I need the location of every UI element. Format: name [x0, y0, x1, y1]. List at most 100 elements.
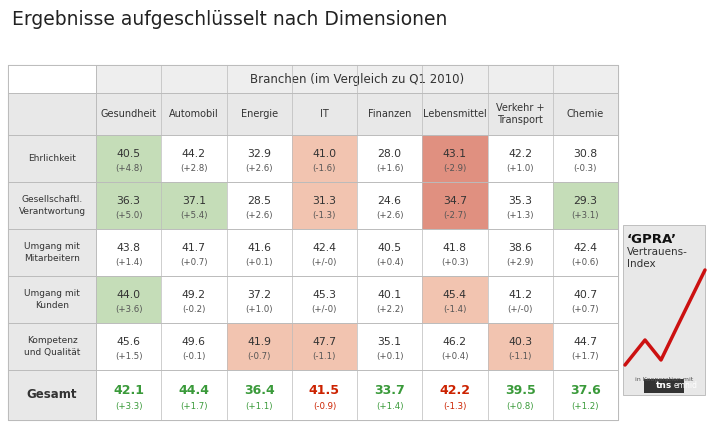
Text: 43.1: 43.1: [443, 149, 467, 159]
Text: 30.8: 30.8: [573, 149, 597, 159]
Bar: [422, 182, 488, 229]
Text: (+2.8): (+2.8): [180, 164, 207, 173]
Text: (+0.1): (+0.1): [246, 258, 273, 267]
Text: (-2.7): (-2.7): [443, 211, 466, 220]
Text: (+1.4): (+1.4): [376, 401, 403, 411]
Text: 44.2: 44.2: [182, 149, 206, 159]
Text: 40.5: 40.5: [116, 149, 141, 159]
Text: 34.7: 34.7: [443, 196, 467, 206]
Text: 47.7: 47.7: [312, 337, 337, 347]
Bar: [226, 323, 292, 370]
Text: Index: Index: [627, 259, 655, 269]
Text: (-0.3): (-0.3): [574, 164, 597, 173]
Text: 49.2: 49.2: [182, 290, 206, 300]
Text: 41.5: 41.5: [309, 384, 340, 397]
Bar: [292, 323, 357, 370]
Text: (+1.2): (+1.2): [572, 401, 599, 411]
Text: 41.9: 41.9: [247, 337, 271, 347]
Bar: [226, 182, 292, 229]
Text: 42.2: 42.2: [439, 384, 471, 397]
Text: 36.4: 36.4: [244, 384, 275, 397]
Bar: [292, 370, 357, 420]
Text: 42.4: 42.4: [574, 243, 597, 253]
Bar: [553, 276, 618, 323]
Text: 38.6: 38.6: [508, 243, 532, 253]
Text: 41.7: 41.7: [182, 243, 206, 253]
Text: (+0.4): (+0.4): [376, 258, 403, 267]
Bar: [96, 370, 161, 420]
Text: in Kooperation mit: in Kooperation mit: [635, 377, 693, 382]
Bar: [226, 370, 292, 420]
Text: 41.8: 41.8: [443, 243, 467, 253]
Text: Finanzen: Finanzen: [368, 109, 411, 119]
Bar: [292, 182, 357, 229]
Text: tns: tns: [656, 381, 672, 390]
Text: (+4.8): (+4.8): [115, 164, 143, 173]
Bar: [292, 135, 357, 182]
Text: 45.3: 45.3: [312, 290, 337, 300]
Bar: [8, 65, 618, 420]
Text: emnid: emnid: [674, 381, 698, 390]
Text: Ehrlichkeit: Ehrlichkeit: [28, 154, 76, 163]
Text: 39.5: 39.5: [505, 384, 535, 397]
Bar: [226, 135, 292, 182]
Text: 42.2: 42.2: [508, 149, 532, 159]
Text: ‘GPRA’: ‘GPRA’: [627, 233, 677, 246]
Text: Gesamt: Gesamt: [27, 388, 77, 401]
Text: (+/-0): (+/-0): [312, 258, 337, 267]
Text: (+5.0): (+5.0): [115, 211, 143, 220]
Bar: [161, 182, 226, 229]
Text: Chemie: Chemie: [567, 109, 604, 119]
Text: 41.2: 41.2: [508, 290, 532, 300]
Text: (+1.7): (+1.7): [572, 352, 599, 362]
Text: (-1.3): (-1.3): [312, 211, 336, 220]
Bar: [553, 182, 618, 229]
Text: 37.6: 37.6: [570, 384, 601, 397]
Bar: [8, 135, 96, 182]
Text: (-1.4): (-1.4): [443, 306, 466, 314]
Text: Branchen (im Vergleich zu Q1 2010): Branchen (im Vergleich zu Q1 2010): [250, 72, 464, 85]
Bar: [553, 323, 618, 370]
Bar: [553, 370, 618, 420]
Text: (+1.4): (+1.4): [115, 258, 143, 267]
Text: (+2.9): (+2.9): [506, 258, 534, 267]
Text: 43.8: 43.8: [116, 243, 141, 253]
Bar: [8, 276, 96, 323]
Bar: [161, 135, 226, 182]
Text: (+1.3): (+1.3): [506, 211, 534, 220]
Text: (+1.0): (+1.0): [506, 164, 534, 173]
Text: (+/-0): (+/-0): [508, 306, 532, 314]
Text: 37.1: 37.1: [182, 196, 206, 206]
Bar: [488, 276, 553, 323]
Bar: [357, 135, 422, 182]
Text: 42.1: 42.1: [113, 384, 144, 397]
Text: Ergebnisse aufgeschlüsselt nach Dimensionen: Ergebnisse aufgeschlüsselt nach Dimensio…: [12, 10, 447, 29]
Text: 40.1: 40.1: [378, 290, 402, 300]
Text: 35.1: 35.1: [378, 337, 402, 347]
Bar: [292, 229, 357, 276]
Bar: [644, 379, 684, 393]
Text: (+/-0): (+/-0): [312, 306, 337, 314]
Bar: [96, 135, 161, 182]
Text: 35.3: 35.3: [508, 196, 532, 206]
Text: 32.9: 32.9: [247, 149, 271, 159]
Bar: [96, 323, 161, 370]
Text: 28.5: 28.5: [247, 196, 271, 206]
Bar: [422, 323, 488, 370]
Text: 36.3: 36.3: [116, 196, 141, 206]
Text: (-0.2): (-0.2): [182, 306, 206, 314]
Text: Gesellschaftl.
Verantwortung: Gesellschaftl. Verantwortung: [18, 195, 86, 216]
Bar: [8, 65, 96, 93]
Bar: [422, 370, 488, 420]
Text: 29.3: 29.3: [574, 196, 597, 206]
Text: 45.4: 45.4: [443, 290, 467, 300]
Bar: [8, 370, 96, 420]
Bar: [357, 276, 422, 323]
Text: 40.7: 40.7: [573, 290, 597, 300]
Text: (+1.0): (+1.0): [246, 306, 273, 314]
Text: 45.6: 45.6: [116, 337, 141, 347]
Bar: [422, 229, 488, 276]
Text: IT: IT: [320, 109, 329, 119]
Text: 28.0: 28.0: [378, 149, 402, 159]
Text: 33.7: 33.7: [374, 384, 405, 397]
